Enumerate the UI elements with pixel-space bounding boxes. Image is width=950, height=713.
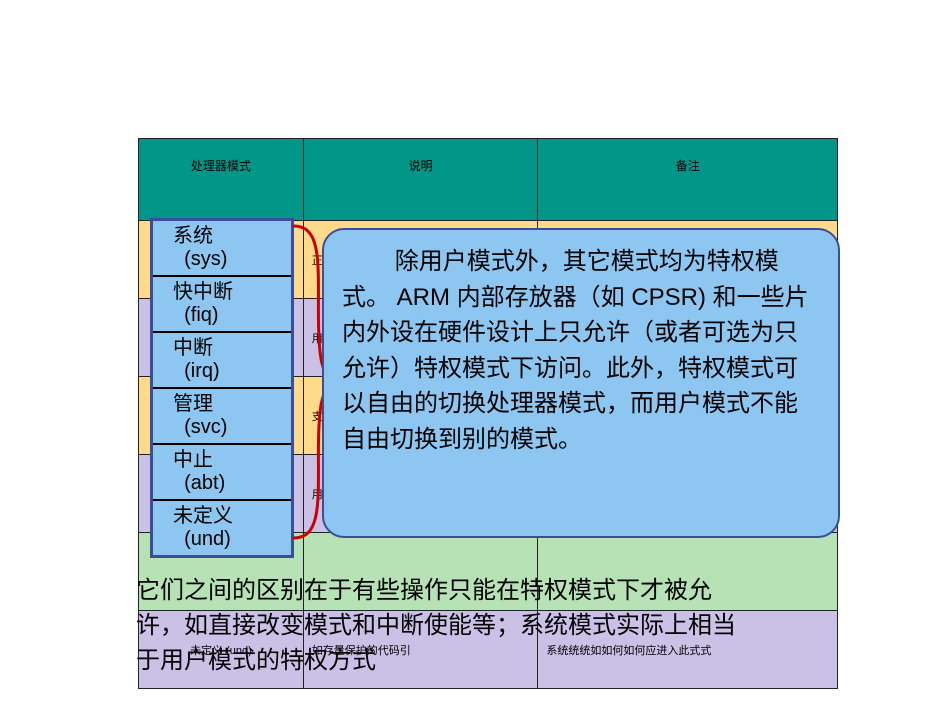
mode-list-item: 管理 (svc): [153, 387, 291, 443]
mode-list-item: 快中断 (fiq): [153, 275, 291, 331]
mode-list-item: 中止 (abt): [153, 443, 291, 499]
explanation-callout: 除用户模式外，其它模式均为特权模式。 ARM 内部存放器（如 CPSR) 和一些…: [322, 228, 840, 538]
th-note: 备注: [538, 139, 838, 221]
bottom-paragraph-text: 它们之间的区别在于有些操作只能在特权模式下才被允许，如直接改变模式和中断使能等；…: [136, 577, 736, 674]
th-mode: 处理器模式: [139, 139, 304, 221]
privileged-modes-list: 系统 (sys)快中断 (fiq)中断 (irq)管理 (svc)中止 (abt…: [150, 218, 294, 558]
mode-list-item: 未定义 (und): [153, 499, 291, 555]
mode-list-item: 中断 (irq): [153, 331, 291, 387]
bottom-paragraph: 它们之间的区别在于有些操作只能在特权模式下才被允许，如直接改变模式和中断使能等；…: [136, 574, 756, 678]
th-desc: 说明: [303, 139, 538, 221]
callout-text: 除用户模式外，其它模式均为特权模式。 ARM 内部存放器（如 CPSR) 和一些…: [342, 248, 809, 453]
mode-list-item: 系统 (sys): [153, 221, 291, 275]
table-header: 处理器模式 说明 备注: [139, 139, 838, 221]
